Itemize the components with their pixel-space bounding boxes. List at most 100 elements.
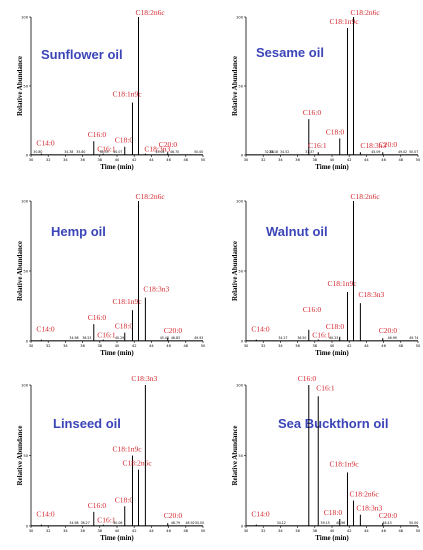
panel-hemp-oil: 0 50 100 30 32 34 36 38 40 42 44 46 48 50 Time (min) Re… <box>16 192 206 357</box>
x-tick-label: 36 <box>80 529 85 533</box>
x-tick-label: 44 <box>364 158 369 162</box>
panel-sea-buckthorn-oil: 0 50 100 30 32 34 36 38 40 42 44 46 48 50 Time (min) Re… <box>231 374 421 542</box>
x-tick-label: 50 <box>201 344 206 348</box>
y-tick-label: 100 <box>236 15 244 19</box>
x-tick-label: 34 <box>278 529 283 533</box>
x-tick-label: 38 <box>313 344 318 348</box>
x-tick-label: 46 <box>381 158 386 162</box>
x-tick-label: 50 <box>416 344 421 348</box>
peak-label: C18:1n9c <box>112 297 142 306</box>
x-tick-label: 44 <box>364 344 369 348</box>
peak-label: C14:0 <box>251 325 270 334</box>
y-tick-label: 50 <box>23 269 28 273</box>
y-tick-label: 50 <box>238 454 243 458</box>
retention-time-label: 49.93 <box>194 336 203 340</box>
y-tick-label: 0 <box>241 153 244 157</box>
peak-label: C14:0 <box>36 139 55 148</box>
retention-time-label: 34.52 <box>280 150 289 154</box>
x-tick-label: 50 <box>201 529 206 533</box>
retention-time-label: 40.29 <box>115 336 124 340</box>
x-axis-title: Time (min) <box>100 534 134 542</box>
panel-title: Hemp oil <box>51 224 106 239</box>
peak-label: C20:0 <box>164 511 183 520</box>
x-tick-label: 50 <box>416 158 421 162</box>
retention-time-label: 38.53 <box>100 150 109 154</box>
y-tick-label: 100 <box>236 383 244 387</box>
peak-label: C18:3n3 <box>144 145 170 154</box>
x-axis-title: Time (min) <box>315 349 349 357</box>
x-axis-title: Time (min) <box>100 163 134 171</box>
retention-time-label: 46.43 <box>382 521 391 525</box>
x-tick-label: 30 <box>29 344 34 348</box>
peak-label: C18:3n3 <box>356 504 382 513</box>
peak-label: C16:1 <box>316 383 335 392</box>
x-tick-label: 48 <box>184 529 189 533</box>
peak-label: C18:0 <box>115 495 134 504</box>
y-tick-label: 0 <box>241 339 244 343</box>
x-tick-label: 40 <box>115 529 120 533</box>
x-tick-label: 44 <box>149 158 154 162</box>
x-axis-title: Time (min) <box>315 534 349 542</box>
peak-label: C18:0 <box>326 127 345 136</box>
x-tick-label: 38 <box>313 529 318 533</box>
x-tick-label: 46 <box>166 344 171 348</box>
peak-label: C16:0 <box>88 501 107 510</box>
x-tick-label: 38 <box>98 529 103 533</box>
peak-label: C18:2n6c <box>123 459 153 468</box>
x-tick-label: 46 <box>381 344 386 348</box>
x-tick-label: 38 <box>98 344 103 348</box>
x-tick-label: 42 <box>347 529 352 533</box>
x-tick-label: 36 <box>295 529 300 533</box>
y-tick-label: 50 <box>23 454 28 458</box>
peak-label: C20:0 <box>159 140 178 149</box>
x-tick-label: 34 <box>63 158 68 162</box>
y-axis-title: Relative Abundance <box>231 241 239 301</box>
peak-label: C16:1 <box>312 331 331 340</box>
x-tick-label: 46 <box>166 158 171 162</box>
x-tick-label: 42 <box>347 344 352 348</box>
peak-label: C18:3n3 <box>131 374 157 383</box>
retention-time-label: 34.12 <box>277 521 286 525</box>
x-tick-label: 36 <box>80 344 85 348</box>
x-tick-label: 34 <box>278 344 283 348</box>
y-axis-title: Relative Abundance <box>231 56 239 116</box>
y-tick-label: 0 <box>26 153 29 157</box>
x-tick-label: 40 <box>115 344 120 348</box>
x-tick-label: 48 <box>399 344 404 348</box>
panel-title: Linseed oil <box>53 416 121 431</box>
x-tick-label: 30 <box>29 158 34 162</box>
x-tick-label: 34 <box>278 158 283 162</box>
retention-time-label: 36.50 <box>297 336 306 340</box>
x-tick-label: 30 <box>244 344 249 348</box>
peak-label: C18:2n6c <box>136 8 166 17</box>
y-tick-label: 0 <box>26 339 29 343</box>
retention-time-label: 46.79 <box>171 521 180 525</box>
peak-label: C18:1n9c <box>112 90 142 99</box>
peak-label: C18:3n3 <box>360 141 386 150</box>
x-tick-label: 32 <box>261 158 266 162</box>
peak-label: C18:2n6c <box>350 490 380 499</box>
peak-label: C18:2n6c <box>351 8 381 17</box>
peak-label: C18:1n9c <box>329 17 359 26</box>
peak-label: C14:0 <box>36 325 55 334</box>
x-tick-label: 48 <box>399 158 404 162</box>
peak-label: C16:0 <box>303 108 322 117</box>
x-tick-label: 30 <box>29 529 34 533</box>
panel-title: Sesame oil <box>256 45 324 60</box>
x-tick-label: 34 <box>63 529 68 533</box>
panel-sunflower-oil: 0 50 100 30 32 34 36 38 40 42 44 46 48 50 Time (min) Re… <box>16 8 206 171</box>
x-tick-label: 44 <box>364 529 369 533</box>
retention-time-label: 30.80 <box>33 150 42 154</box>
retention-time-label: 40.23 <box>329 336 338 340</box>
y-tick-label: 0 <box>26 524 29 528</box>
x-tick-label: 32 <box>261 529 266 533</box>
peak-label: C16:1 <box>97 145 116 154</box>
peak-label: C18:1n9c <box>327 279 357 288</box>
x-tick-label: 38 <box>98 158 103 162</box>
retention-time-label: 40.96 <box>336 521 345 525</box>
retention-time-label: 46.99 <box>388 336 397 340</box>
retention-time-label: 50.00 <box>409 521 418 525</box>
peak-label: C16:1 <box>97 331 116 340</box>
y-axis-title: Relative Abundance <box>16 425 24 485</box>
y-tick-label: 100 <box>21 383 29 387</box>
